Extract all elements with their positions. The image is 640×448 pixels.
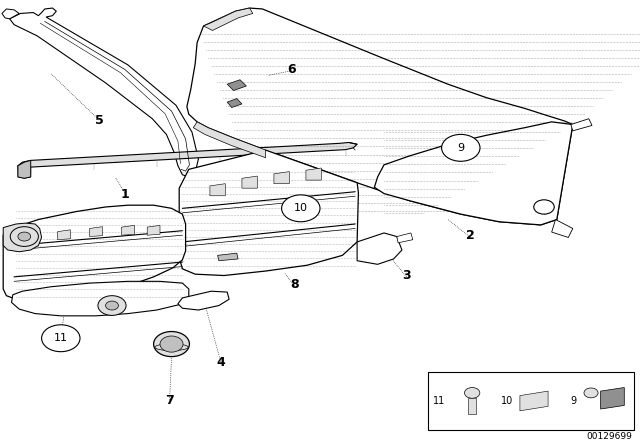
Polygon shape (58, 230, 70, 240)
Polygon shape (187, 8, 573, 225)
Polygon shape (227, 99, 242, 108)
Polygon shape (18, 167, 31, 178)
Circle shape (42, 325, 80, 352)
Polygon shape (12, 281, 189, 316)
Polygon shape (374, 122, 573, 225)
Polygon shape (179, 150, 358, 276)
Text: 11: 11 (433, 396, 445, 406)
Polygon shape (306, 168, 321, 180)
Polygon shape (242, 176, 257, 188)
Polygon shape (218, 253, 238, 261)
Polygon shape (357, 233, 402, 264)
Polygon shape (18, 142, 357, 169)
Polygon shape (468, 398, 476, 414)
Circle shape (160, 336, 183, 352)
Text: 1: 1 (120, 188, 129, 202)
Circle shape (282, 195, 320, 222)
Circle shape (154, 332, 189, 357)
Bar (428, 372, 634, 430)
Circle shape (442, 134, 480, 161)
Text: 7: 7 (165, 394, 174, 408)
Circle shape (10, 227, 38, 246)
Polygon shape (147, 225, 160, 235)
Text: 2: 2 (466, 228, 475, 242)
Polygon shape (571, 119, 592, 131)
Circle shape (18, 232, 31, 241)
Polygon shape (3, 223, 42, 252)
Polygon shape (204, 8, 253, 30)
Text: 9: 9 (570, 396, 576, 406)
Polygon shape (2, 9, 19, 19)
Polygon shape (3, 205, 186, 300)
Polygon shape (397, 233, 413, 243)
Polygon shape (552, 220, 573, 237)
Text: 9: 9 (457, 143, 465, 153)
Circle shape (465, 388, 480, 398)
Text: 5: 5 (95, 114, 104, 128)
Polygon shape (122, 225, 134, 235)
Text: 00129699: 00129699 (586, 432, 632, 441)
Text: 3: 3 (402, 269, 411, 282)
Circle shape (584, 388, 598, 398)
Text: 8: 8 (290, 278, 299, 291)
Circle shape (106, 301, 118, 310)
Circle shape (534, 200, 554, 214)
Text: 10: 10 (501, 396, 513, 406)
Polygon shape (520, 391, 548, 411)
Text: 4: 4 (216, 356, 225, 370)
Polygon shape (90, 227, 102, 237)
Circle shape (98, 296, 126, 315)
Text: 10: 10 (294, 203, 308, 213)
Text: 6: 6 (287, 63, 296, 76)
Polygon shape (10, 8, 198, 177)
Polygon shape (210, 184, 225, 196)
Polygon shape (227, 80, 246, 90)
Polygon shape (600, 388, 624, 409)
Polygon shape (18, 160, 31, 178)
Polygon shape (274, 172, 289, 184)
Polygon shape (193, 122, 266, 158)
Polygon shape (178, 291, 229, 310)
Text: 11: 11 (54, 333, 68, 343)
